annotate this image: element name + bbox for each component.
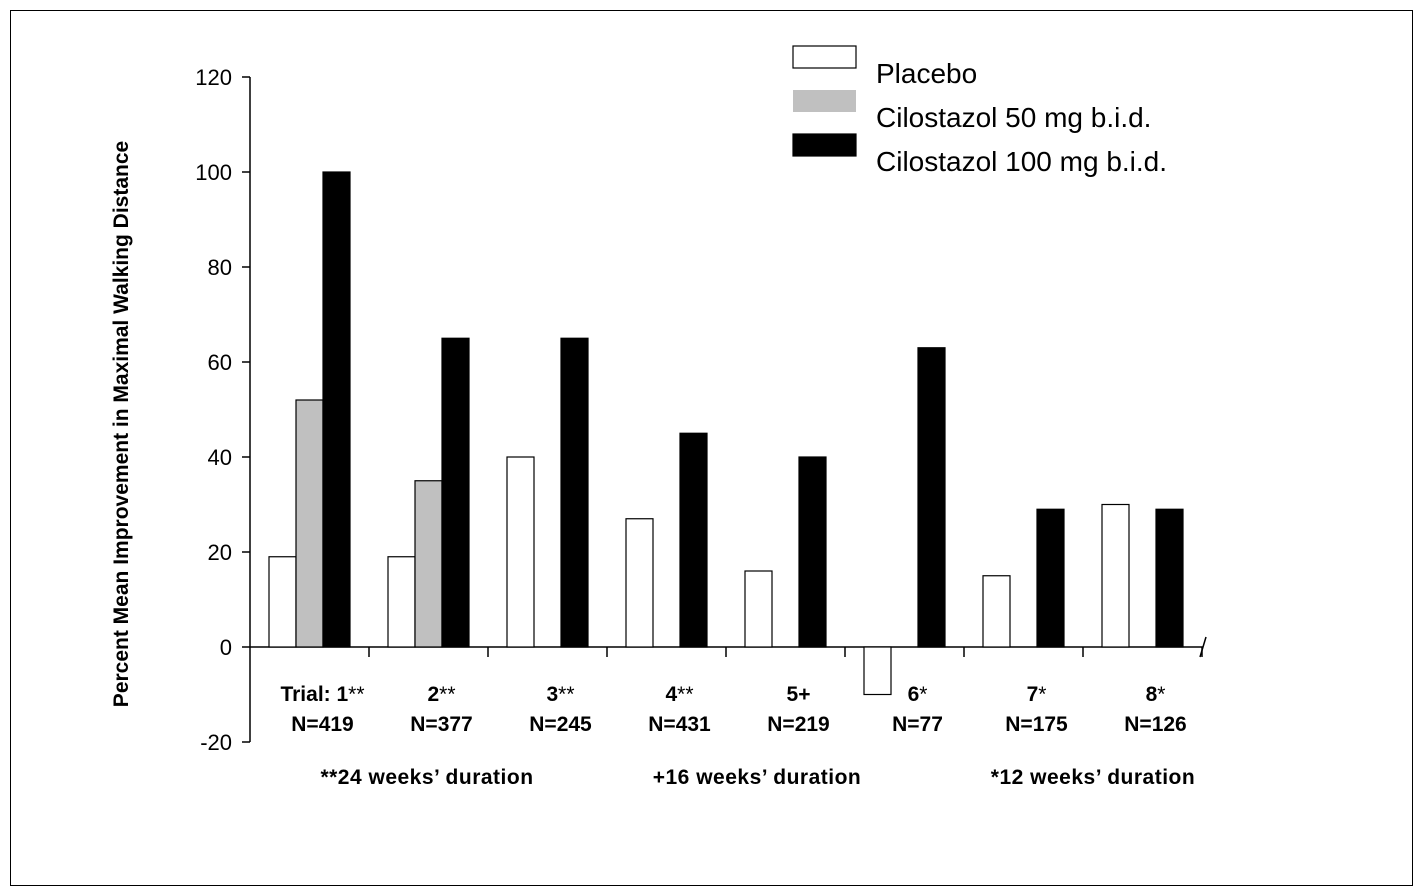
bar-chart: 120 100 80 60 40 20 0 -20 Trial: 1** N=419 2** N=37… <box>11 11 1411 883</box>
bar-cilostazol-100 <box>1156 509 1183 647</box>
duration-label: *12 weeks’ duration <box>991 766 1195 789</box>
y-tick-label: 60 <box>208 350 232 375</box>
bar-placebo <box>507 457 534 647</box>
bar-cilostazol-100 <box>561 338 588 647</box>
category-trial-label: 5+ <box>787 683 811 706</box>
bar-placebo <box>269 557 296 647</box>
category-n-label: N=431 <box>648 713 711 736</box>
y-tick-label: 100 <box>195 160 232 185</box>
y-axis-title: Percent Mean Improvement in Maximal Walk… <box>110 141 133 707</box>
legend-label: Placebo <box>876 58 977 89</box>
bar-cilostazol-100 <box>442 338 469 647</box>
y-tick-label: 120 <box>195 65 232 90</box>
bar-placebo <box>745 571 772 647</box>
legend-swatch <box>793 134 856 156</box>
bar-placebo <box>388 557 415 647</box>
legend-swatch <box>793 90 856 112</box>
category-trial-label: Trial: 1** <box>280 683 364 706</box>
bar-cilostazol-50 <box>296 400 323 647</box>
category-n-label: N=175 <box>1005 713 1068 736</box>
bar-placebo <box>864 647 891 695</box>
y-tick-label: 0 <box>220 635 232 660</box>
chart-frame: 120 100 80 60 40 20 0 -20 Trial: 1** N=419 2** N=37… <box>10 10 1413 886</box>
category-n-label: N=126 <box>1124 713 1186 736</box>
bar-cilostazol-100 <box>680 433 707 647</box>
bar-placebo <box>1102 505 1129 648</box>
y-tick-label: -20 <box>200 730 232 755</box>
legend-swatch <box>793 46 856 68</box>
duration-label: +16 weeks’ duration <box>653 766 862 789</box>
category-n-label: N=377 <box>410 713 472 736</box>
category-n-label: N=419 <box>291 713 353 736</box>
y-tick-label: 20 <box>208 540 232 565</box>
bar-cilostazol-100 <box>799 457 826 647</box>
bar-cilostazol-100 <box>918 348 945 647</box>
duration-label: **24 weeks’ duration <box>320 766 533 789</box>
category-trial-label: 7* <box>1027 683 1047 706</box>
category-n-label: N=77 <box>892 713 943 736</box>
category-n-label: N=219 <box>767 713 829 736</box>
legend: Placebo Cilostazol 50 mg b.i.d. Cilostazol… <box>793 46 1167 177</box>
category-trial-label: 8* <box>1146 683 1166 706</box>
legend-label: Cilostazol 50 mg b.i.d. <box>876 102 1151 133</box>
category-trial-label: 2** <box>427 683 455 706</box>
bar-cilostazol-100 <box>1037 509 1064 647</box>
category-trial-label: 4** <box>665 683 693 706</box>
y-tick-label: 80 <box>208 255 232 280</box>
bars <box>269 172 1183 695</box>
bar-cilostazol-50 <box>415 481 442 647</box>
category-trial-label: 6* <box>908 683 928 706</box>
category-trial-label: 3** <box>546 683 574 706</box>
bar-placebo <box>983 576 1010 647</box>
category-n-label: N=245 <box>529 713 592 736</box>
y-tick-label: 40 <box>208 445 232 470</box>
bar-placebo <box>626 519 653 647</box>
legend-label: Cilostazol 100 mg b.i.d. <box>876 146 1167 177</box>
bar-cilostazol-100 <box>323 172 350 647</box>
